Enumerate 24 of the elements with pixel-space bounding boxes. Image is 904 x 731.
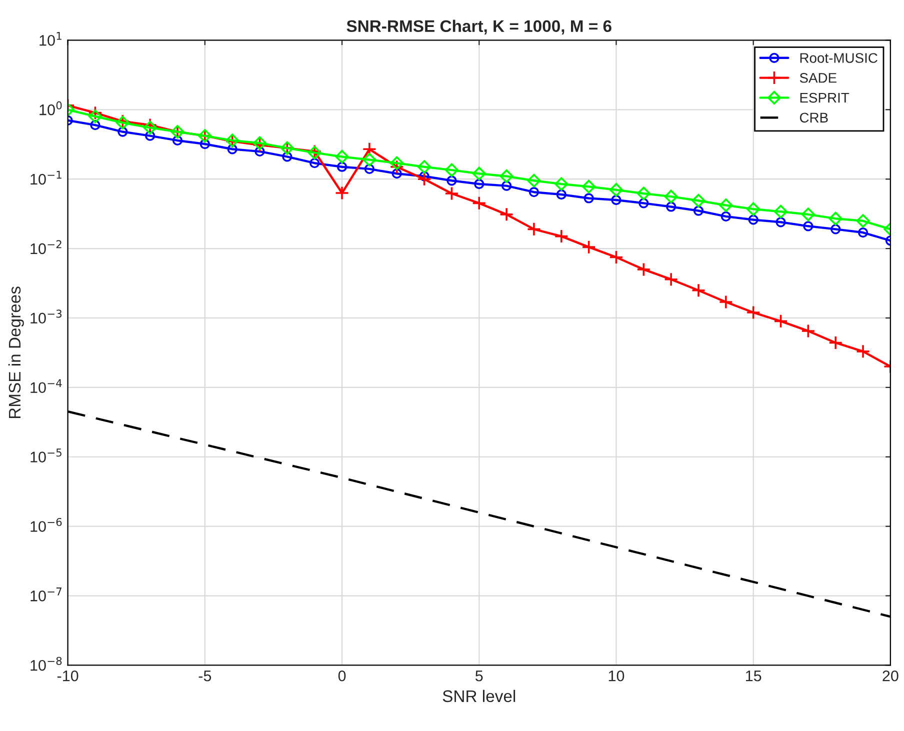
y-tick-label: 10$^{−6}$ [30,518,62,532]
x-tick-label: 0 [338,670,346,682]
y-tick-label: 10$^{1}$ [40,32,62,46]
y-tick-label: 10$^{0}$ [40,101,62,116]
y-tick-label: 10$^{−8}$ [30,656,62,671]
x-tick-label: -10 [57,670,78,682]
y-tick-label: 10$^{−7}$ [30,588,62,602]
y-tick-label: 10$^{−5}$ [30,448,62,462]
legend-label: SADE [800,72,836,83]
x-tick-label: 20 [882,670,898,682]
legend-label: ESPRIT [800,92,850,103]
y-tick-label: 10$^{−2}$ [30,240,62,254]
y-tick-label: 10$^{−1}$ [30,170,62,185]
legend-label: Root-MUSIC [800,53,878,63]
x-tick-label: -5 [198,670,212,682]
legend-label: CRB [800,112,828,123]
x-tick-label: 10 [608,670,624,682]
x-tick-label: 15 [746,670,762,682]
x-axis-title: SNR level [442,690,516,702]
y-tick-label: 10$^{−3}$ [30,310,62,324]
x-tick-label: 5 [475,670,483,682]
y-axis-title: RMSE in Degrees [8,286,24,418]
chart-title: SNR-RMSE Chart, K = 1000, M = 6 [346,20,612,34]
y-tick-label: 10$^{−4}$ [30,379,62,394]
